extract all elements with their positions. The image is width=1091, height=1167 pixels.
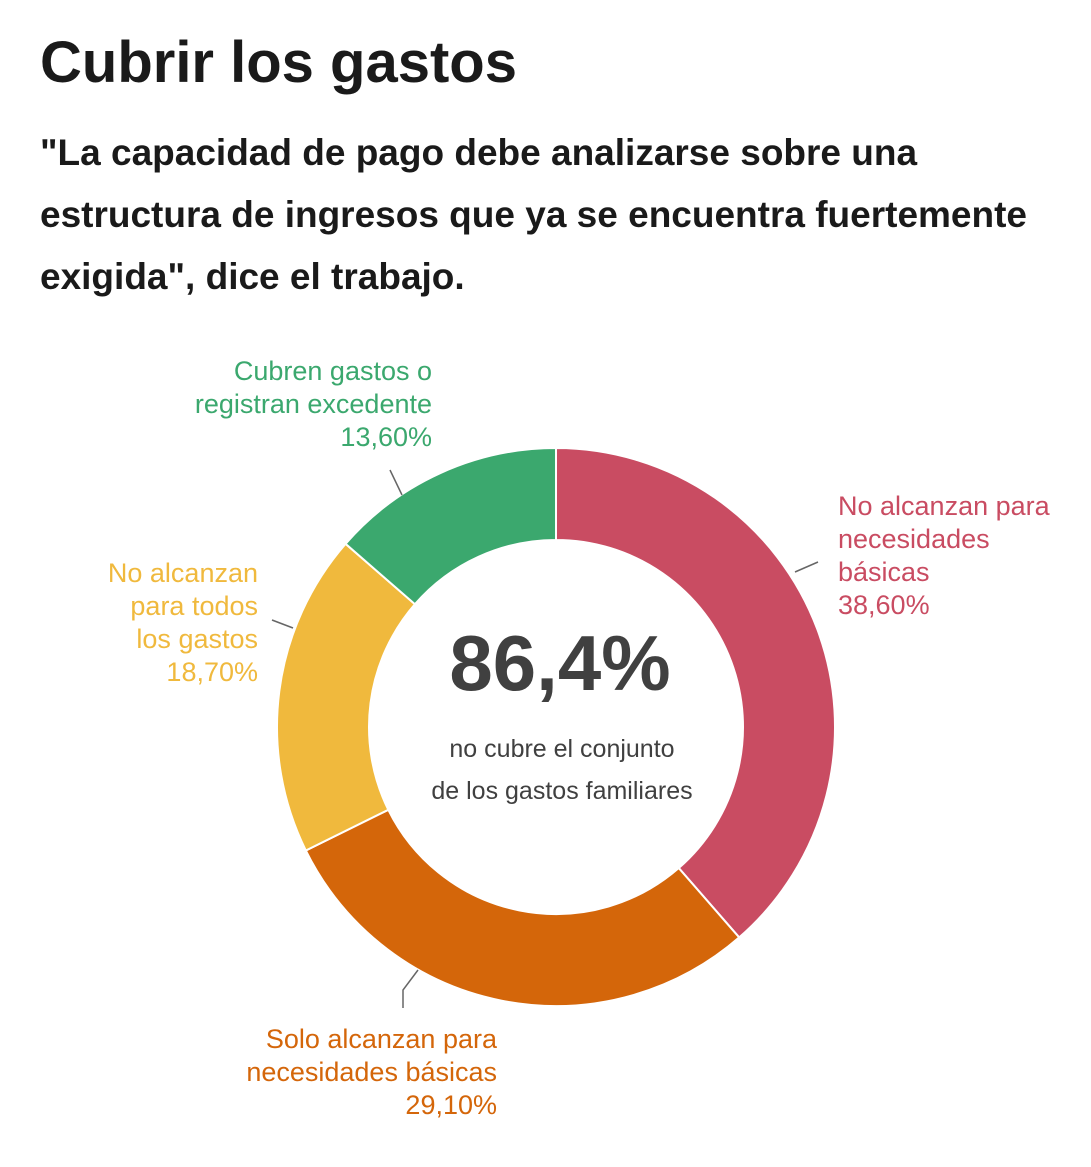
leader-line [389,469,403,496]
chart-title: Cubrir los gastos [40,30,517,95]
slice-value-label: 13,60% [340,422,432,452]
donut-slices [276,446,836,1007]
chart-subtitle: "La capacidad de pago debe analizarse so… [40,132,1028,297]
slice-name-label: No alcanzan [108,558,258,588]
center-value: 86,4% [449,619,670,707]
slice-value-label: 29,10% [405,1090,497,1120]
donut-slice [276,542,417,852]
slice-name-label: básicas [838,557,930,587]
donut-slice [304,808,741,1007]
center-text-line-2: de los gastos familiares [431,777,692,805]
slice-labels: No alcanzan paranecesidadesbásicas38,60%… [108,356,1051,1120]
slice-name-label: registran excedente [195,389,432,419]
slice-name-label: No alcanzan para [838,491,1051,521]
leader-line [794,561,819,573]
donut-slice [555,446,836,939]
slice-name-label: Solo alcanzan para [266,1024,498,1054]
slice-name-label: para todos [130,591,258,621]
slice-value-label: 18,70% [166,657,258,687]
slice-value-label: 38,60% [838,590,930,620]
slice-name-label: necesidades básicas [246,1057,497,1087]
center-text-line-1: no cubre el conjunto [449,735,674,763]
slice-name-label: los gastos [136,624,258,654]
slice-name-label: Cubren gastos o [234,356,432,386]
donut-slice [344,446,557,606]
leader-line [402,969,419,1008]
slice-name-label: necesidades [838,524,990,554]
leader-line [271,619,294,629]
label-leader-lines [271,469,819,1008]
